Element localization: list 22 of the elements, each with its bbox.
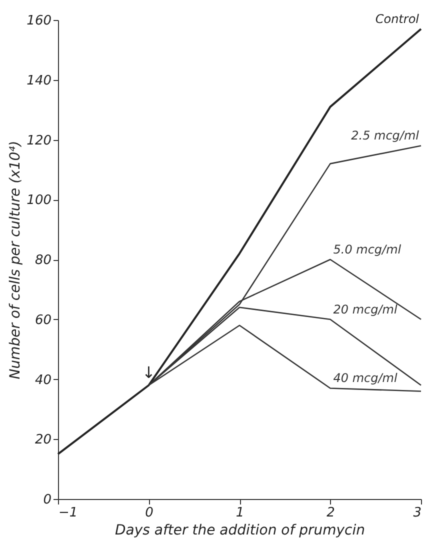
y-tick-label: 40 (34, 372, 52, 388)
y-tick-label: 140 (26, 73, 52, 88)
series-label: 5.0 mcg/ml (333, 242, 402, 256)
y-tick-label: 80 (34, 253, 52, 268)
x-tick-label: 1 (236, 506, 244, 520)
y-tick-label: 0 (43, 492, 52, 508)
y-tick-label: 120 (26, 133, 52, 148)
series-label: 2.5 mcg/ml (351, 128, 420, 143)
x-tick-label: 3 (413, 506, 422, 520)
annotation: ↓ (142, 363, 156, 382)
x-tick-label: −1 (58, 506, 78, 520)
y-tick-label: 100 (26, 193, 52, 208)
y-tick-label: 160 (26, 14, 52, 28)
x-tick-label: 2 (326, 506, 335, 520)
y-tick-label: 60 (34, 312, 52, 328)
y-axis-title: Number of cells per culture (x10⁴) (8, 140, 24, 380)
x-axis-title: Days after the addition of prumycin (115, 522, 365, 538)
x-tick-label: 0 (145, 506, 154, 520)
series-label: Control (375, 12, 420, 26)
y-tick-label: 20 (34, 432, 52, 448)
series-label: 20 mcg/ml (333, 302, 398, 316)
series-label: 40 mcg/ml (333, 371, 398, 386)
